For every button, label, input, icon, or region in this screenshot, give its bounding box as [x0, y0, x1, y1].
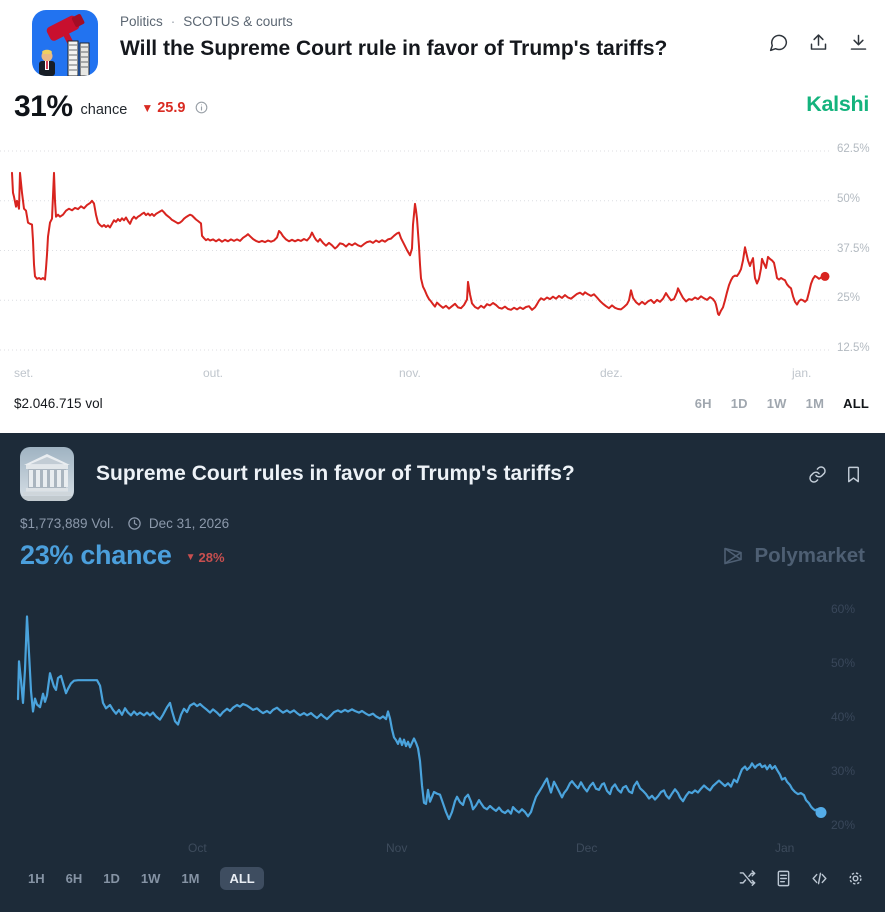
polymarket-end-date: Dec 31, 2026	[148, 516, 230, 531]
breadcrumb: Politics · SCOTUS & courts	[120, 14, 768, 29]
range-all[interactable]: ALL	[220, 867, 264, 890]
gear-icon[interactable]	[846, 869, 865, 888]
polymarket-header: Supreme Court rules in favor of Trump's …	[0, 433, 885, 501]
kalshi-price-row: 31% chance ▼ 25.9 Kalshi	[0, 76, 885, 128]
x-axis-label: out.	[203, 366, 224, 380]
document-icon[interactable]	[774, 869, 793, 888]
share-icon[interactable]	[808, 32, 829, 53]
down-triangle-icon: ▼	[185, 552, 196, 563]
polymarket-price-chart[interactable]: 60% 50% 40% 30% 20% Oct Nov Dec Jan	[0, 575, 885, 855]
polymarket-volume: $1,773,889 Vol.	[20, 516, 114, 531]
range-1h[interactable]: 1H	[28, 871, 45, 886]
y-axis-label: 40%	[831, 710, 856, 724]
polymarket-price-change: ▼ 28%	[186, 550, 225, 565]
polymarket-chance-value: 23% chance	[20, 540, 172, 570]
kalshi-price-chart[interactable]: 62.5% 50% 37.5% 25% 12.5% set. out. nov. dez. jan…	[0, 128, 885, 380]
x-axis-label: jan.	[792, 366, 812, 380]
code-icon[interactable]	[810, 869, 829, 888]
price-line	[16, 615, 823, 821]
polymarket-market-title: Supreme Court rules in favor of Trump's …	[96, 462, 575, 485]
range-1w[interactable]: 1W	[766, 396, 787, 411]
breadcrumb-politics[interactable]: Politics	[120, 14, 163, 29]
range-1d[interactable]: 1D	[103, 871, 120, 886]
kalshi-chance-value: 31%	[14, 90, 73, 123]
supreme-court-building-image	[20, 447, 74, 501]
polymarket-meta-row: $1,773,889 Vol. Dec 31, 2026	[0, 501, 885, 531]
kalshi-volume: $2.046.715 vol	[14, 396, 103, 411]
clock-icon	[127, 516, 142, 531]
breadcrumb-scotus-courts[interactable]: SCOTUS & courts	[183, 14, 293, 29]
breadcrumb-separator: ·	[170, 14, 176, 29]
range-6h[interactable]: 6H	[65, 871, 83, 886]
polymarket-footer: 1H 6H 1D 1W 1M ALL	[0, 855, 885, 890]
y-axis-label: 50%	[837, 192, 861, 205]
x-axis-label: nov.	[399, 366, 421, 380]
kalshi-market-card: Politics · SCOTUS & courts Will the Supr…	[0, 0, 885, 433]
range-1m[interactable]: 1M	[181, 871, 200, 886]
x-axis-label: dez.	[600, 366, 623, 380]
download-icon[interactable]	[848, 32, 869, 53]
down-triangle-icon: ▼	[141, 101, 154, 115]
polymarket-logo-text: Polymarket	[754, 544, 865, 567]
kalshi-market-thumbnail	[32, 10, 98, 76]
x-axis-label: Jan	[775, 841, 795, 855]
kalshi-market-title: Will the Supreme Court rule in favor of …	[120, 37, 668, 60]
y-axis-label: 50%	[831, 656, 856, 670]
polymarket-action-buttons	[808, 465, 865, 484]
y-axis-label: 20%	[831, 818, 856, 832]
info-icon[interactable]	[194, 100, 209, 115]
x-axis-label: Oct	[188, 841, 207, 855]
range-6h[interactable]: 6H	[694, 396, 712, 411]
y-axis-label: 25%	[837, 292, 861, 305]
polymarket-market-thumbnail	[20, 447, 74, 501]
price-line	[11, 171, 826, 316]
x-axis-label: Dec	[576, 841, 598, 855]
gavel-trump-image	[32, 10, 98, 76]
range-1w[interactable]: 1W	[140, 871, 161, 886]
kalshi-header: Politics · SCOTUS & courts Will the Supr…	[0, 0, 885, 76]
range-all[interactable]: ALL	[843, 396, 869, 411]
x-axis-label: set.	[14, 366, 34, 380]
kalshi-chance-label: chance	[80, 102, 128, 118]
y-axis-label: 37.5%	[837, 242, 870, 255]
y-axis-label: 12.5%	[837, 342, 870, 354]
x-axis-label: Nov	[386, 841, 408, 855]
polymarket-change-value: 28%	[198, 550, 225, 565]
kalshi-change-value: 25.9	[157, 100, 186, 116]
range-1d[interactable]: 1D	[730, 396, 748, 411]
polymarket-price-row: 23% chance ▼ 28% Polymarket	[0, 531, 885, 573]
polymarket-range-selector: 1H 6H 1D 1W 1M ALL	[28, 867, 264, 890]
current-price-dot	[815, 807, 827, 818]
kalshi-price-change: ▼ 25.9	[141, 100, 185, 116]
kalshi-range-selector: 6H 1D 1W 1M ALL	[695, 396, 869, 411]
polymarket-chart-tools	[738, 869, 865, 888]
shuffle-icon[interactable]	[738, 869, 757, 888]
range-1m[interactable]: 1M	[805, 396, 825, 411]
y-axis-label: 30%	[831, 764, 856, 778]
polymarket-logo-icon	[721, 544, 745, 568]
current-price-dot	[820, 271, 830, 281]
polymarket-market-card: Supreme Court rules in favor of Trump's …	[0, 433, 885, 912]
kalshi-footer: $2.046.715 vol 6H 1D 1W 1M ALL	[0, 380, 885, 411]
y-axis-label: 62.5%	[837, 143, 870, 155]
kalshi-action-buttons	[768, 10, 869, 53]
y-axis-label: 60%	[831, 602, 856, 616]
bookmark-icon[interactable]	[844, 465, 863, 484]
polymarket-logo: Polymarket	[721, 544, 865, 568]
link-icon[interactable]	[808, 465, 827, 484]
kalshi-logo: Kalshi	[806, 92, 869, 116]
kalshi-heading-block: Politics · SCOTUS & courts Will the Supr…	[120, 10, 768, 62]
comment-icon[interactable]	[768, 32, 789, 53]
